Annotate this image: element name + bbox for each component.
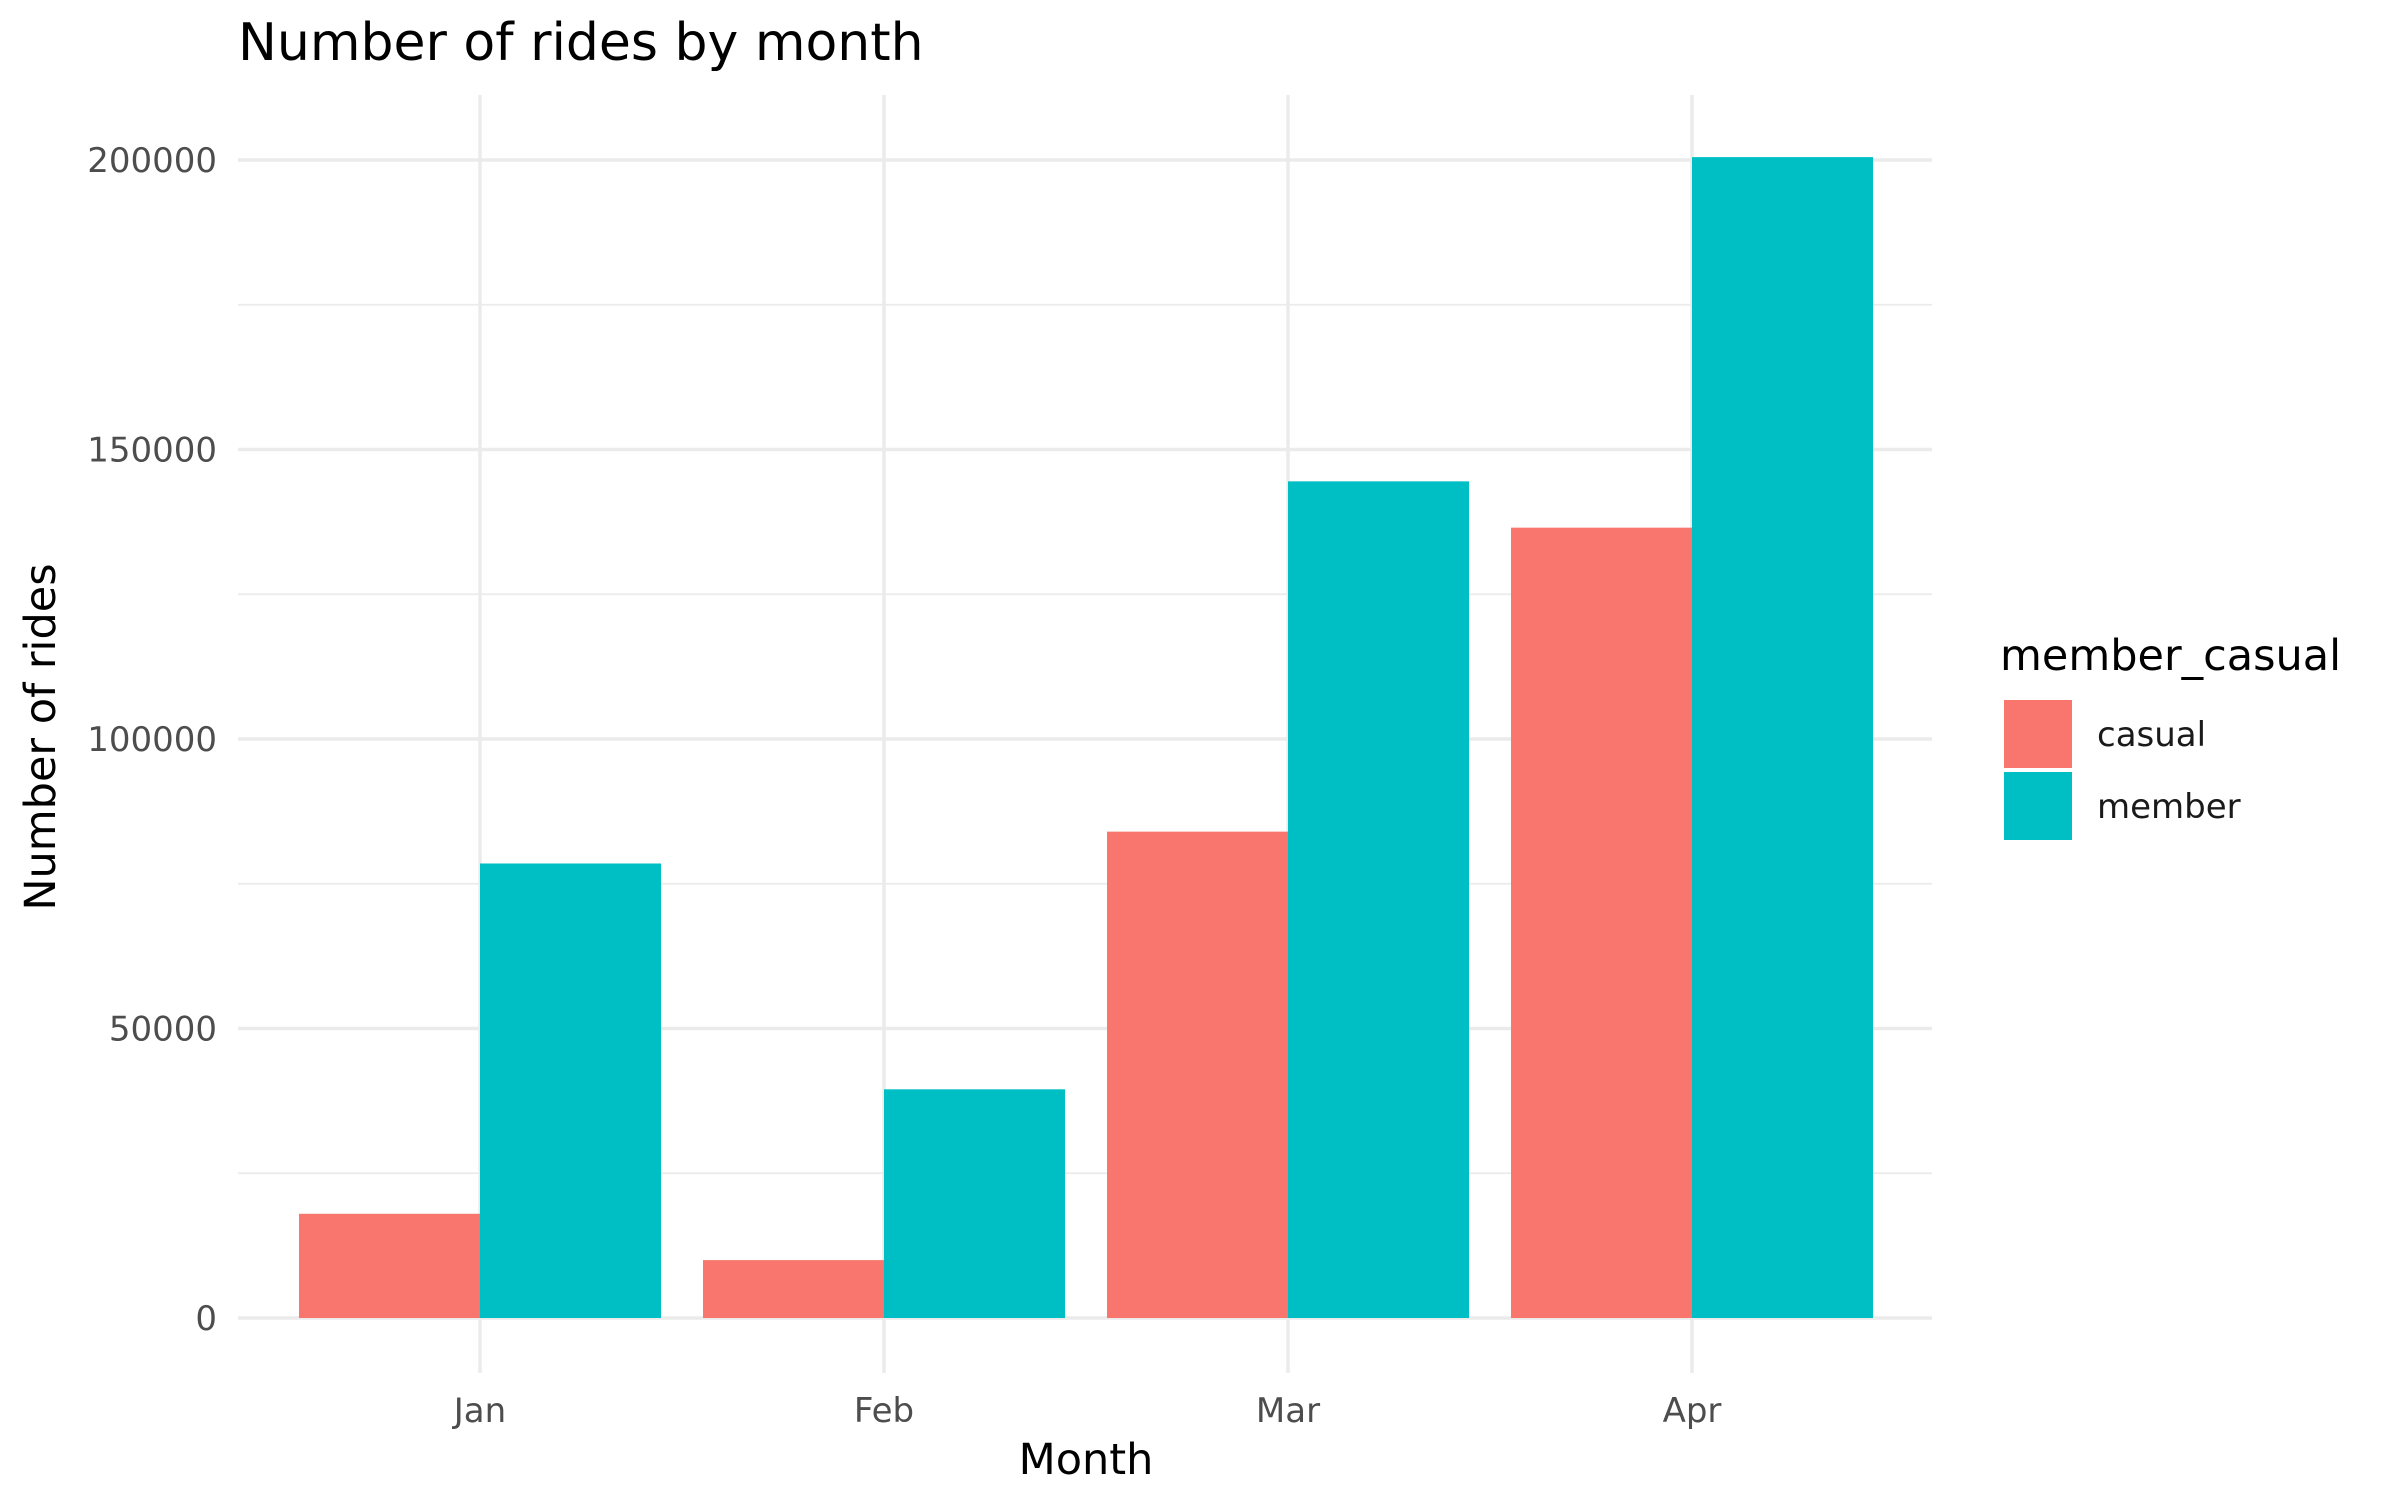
legend-swatch-casual [2004,700,2072,768]
legend-label-member: member [2097,787,2241,827]
legend-title: member_casual [2000,631,2341,681]
legend-swatch-member [2004,772,2072,840]
bar-casual-jan [299,1213,480,1318]
x-tick-label: Apr [1663,1391,1722,1431]
y-tick-label: 50000 [109,1010,217,1050]
legend: member_casual casual member [2000,631,2341,840]
x-tick-label: Jan [452,1391,506,1431]
bar-casual-feb [703,1260,884,1318]
x-axis-ticks: Jan Feb Mar Apr [452,1391,1722,1431]
legend-items: casual member [2004,700,2241,840]
y-tick-label: 150000 [87,431,217,471]
x-axis-title: Month [1019,1435,1154,1485]
x-tick-label: Feb [854,1391,914,1431]
y-tick-label: 0 [195,1299,217,1339]
bar-casual-apr [1511,527,1692,1318]
bars [299,157,1873,1319]
bar-casual-mar [1107,831,1288,1318]
bar-member-apr [1692,157,1873,1319]
bar-member-feb [884,1089,1065,1318]
bar-member-jan [480,863,661,1318]
y-axis-ticks: 0 50000 100000 150000 200000 [87,141,217,1339]
legend-label-casual: casual [2097,715,2206,755]
x-tick-label: Mar [1256,1391,1320,1431]
y-axis-title: Number of rides [16,563,66,910]
y-tick-label: 100000 [87,720,217,760]
y-tick-label: 200000 [87,141,217,181]
chart-title: Number of rides by month [238,13,924,73]
bar-member-mar [1288,481,1469,1319]
